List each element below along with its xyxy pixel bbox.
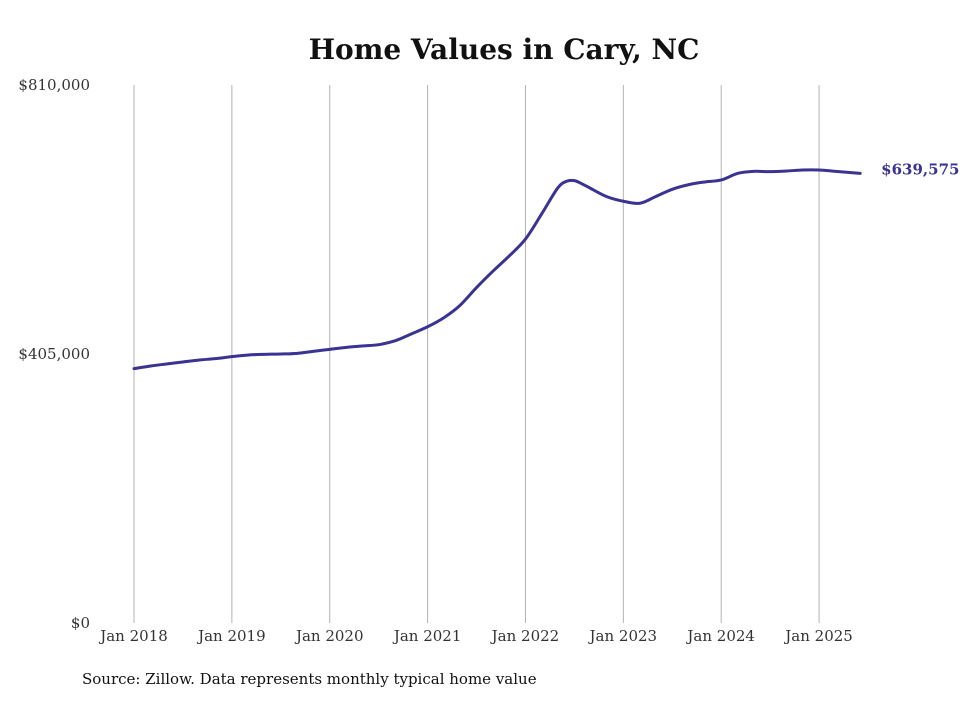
- x-tick-label: Jan 2025: [783, 627, 853, 645]
- series-group: $639,575: [132, 160, 959, 371]
- y-tick-label: $810,000: [18, 76, 90, 94]
- gridlines: [133, 85, 820, 623]
- x-tick-label: Jan 2021: [392, 627, 462, 645]
- series-end-label: $639,575: [881, 160, 959, 178]
- x-tick-label: Jan 2023: [588, 627, 658, 645]
- y-axis-ticks: $0 $405,000 $810,000: [18, 76, 90, 632]
- series-line-0: [132, 168, 862, 371]
- x-tick-label: Jan 2018: [98, 627, 168, 645]
- y-tick-label: $0: [71, 614, 90, 632]
- chart-title: Home Values in Cary, NC: [309, 33, 700, 66]
- x-axis-ticks: Jan 2018 Jan 2019 Jan 2020 Jan 2021 Jan 2022…: [98, 627, 853, 645]
- y-tick-label: $405,000: [18, 345, 90, 363]
- x-tick-label: Jan 2024: [685, 627, 755, 645]
- x-tick-label: Jan 2020: [294, 627, 364, 645]
- x-tick-label: Jan 2022: [490, 627, 560, 645]
- chart-source-note: Source: Zillow. Data represents monthly …: [82, 670, 537, 688]
- x-tick-label: Jan 2019: [196, 627, 266, 645]
